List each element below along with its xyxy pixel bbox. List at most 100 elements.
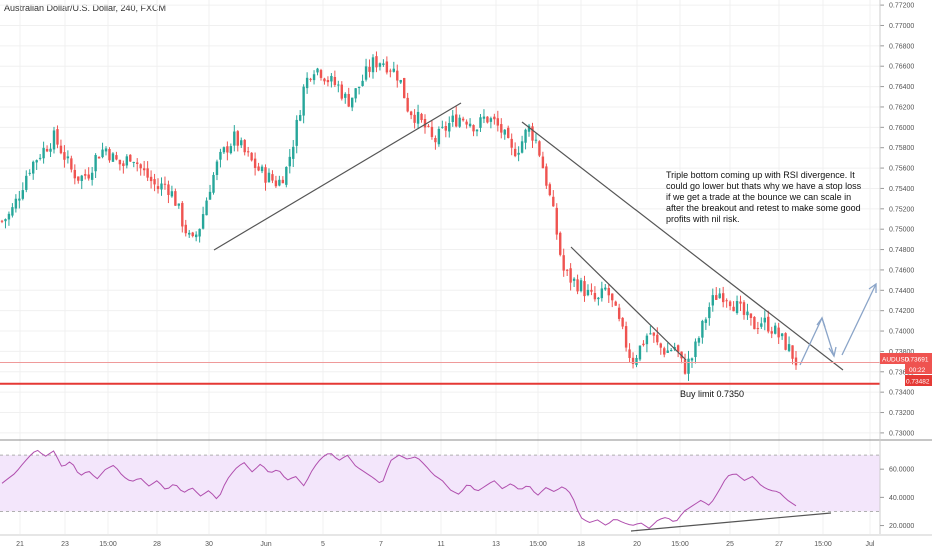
candle-body [524,129,527,143]
candle-body [635,357,638,366]
candle-body [243,139,246,153]
candle-body [701,320,704,338]
arrowhead [868,282,877,293]
candle-body [770,331,773,334]
candle-body [174,191,177,206]
candle-body [274,180,278,187]
candle-body [548,184,552,196]
candle-body [191,232,194,237]
rsi-tick-label: 20.0000 [889,523,914,530]
candle-body [125,156,129,166]
price-tick-label: 0.77000 [889,23,914,30]
candle-body [593,292,597,300]
candle-body [298,115,302,121]
time-tick-label: 7 [379,541,383,548]
candle-body [163,183,167,185]
time-tick-label: 15:00 [99,541,117,548]
time-tick-label: 27 [775,541,783,548]
candle-body [87,174,90,179]
price-tick-label: 0.76600 [889,64,914,71]
candle-body [156,186,160,190]
candle-body [111,153,115,162]
time-tick-label: 15:00 [814,541,832,548]
price-tick-label: 0.75600 [889,166,914,173]
candle-body [132,161,135,163]
candle-body [777,327,780,338]
candle-body [545,166,548,186]
candle-body [455,114,458,127]
note-line-3: if we get a trade at the bounce we can s… [666,192,851,202]
candle-body [510,138,513,148]
candle-body [659,343,662,348]
candle-body [285,166,288,185]
candle-body [80,175,83,181]
candle-body [396,70,399,81]
current-price-label: 0.73691 [905,357,929,364]
symbol-label: AUDUSD [882,357,910,364]
candle-body [531,126,534,141]
price-tick-label: 0.74200 [889,308,914,315]
candle-body [14,198,18,209]
price-tick-label: 0.73800 [889,349,914,356]
candle-body [656,334,659,343]
candle-body [687,358,690,374]
candle-body [271,174,274,181]
candle-body [555,207,558,235]
arrowhead [816,316,826,328]
candle-body [302,86,305,116]
candle-body [212,174,215,193]
price-tick-label: 0.74000 [889,329,914,336]
candle-series [0,51,798,381]
candle-body [25,175,28,190]
candle-body [794,357,798,366]
price-tick-label: 0.73600 [889,369,914,376]
candle-body [42,147,45,159]
price-tick-label: 0.74400 [889,288,914,295]
candle-body [617,307,621,319]
candle-body [77,176,80,181]
candle-body [222,147,226,153]
buy-limit-label: Buy limit 0.7350 [680,389,744,399]
candle-body [642,343,645,346]
candle-body [392,68,395,72]
candle-body [586,289,590,296]
candle-body [208,191,212,200]
candle-body [357,86,361,89]
candle-body [177,203,181,206]
candle-body [0,220,4,222]
candle-body [715,295,718,300]
candle-body [385,61,389,73]
price-tick-label: 0.74600 [889,267,914,274]
candle-body [663,348,666,355]
candle-body [219,151,222,160]
candle-body [479,117,482,128]
candle-body [264,167,267,183]
candle-body [101,149,104,158]
candle-body [760,323,763,327]
candle-body [288,156,291,167]
candle-body [118,159,122,165]
candle-body [115,155,118,160]
candle-body [295,119,298,146]
candle-body [559,232,562,255]
candle-body [281,179,285,184]
candle-body [628,349,631,358]
candle-body [725,300,728,302]
note-line-2: could go lower but thats why we have a s… [666,181,862,191]
candle-body [767,316,770,332]
countdown-badge [905,364,932,374]
candle-body [316,68,319,73]
candle-body [697,338,701,343]
candle-body [229,146,233,154]
candle-body [181,202,184,227]
rsi-band [0,455,880,512]
price-tick-label: 0.75200 [889,206,914,213]
candle-body [645,335,649,345]
rsi-tick-label: 60.0000 [889,467,914,474]
candle-body [198,228,201,237]
candle-body [621,317,624,327]
candle-body [468,123,472,127]
candle-body [416,111,420,124]
chart-title: Australian Dollar/U.S. Dollar, 240, FXCM [4,3,167,13]
